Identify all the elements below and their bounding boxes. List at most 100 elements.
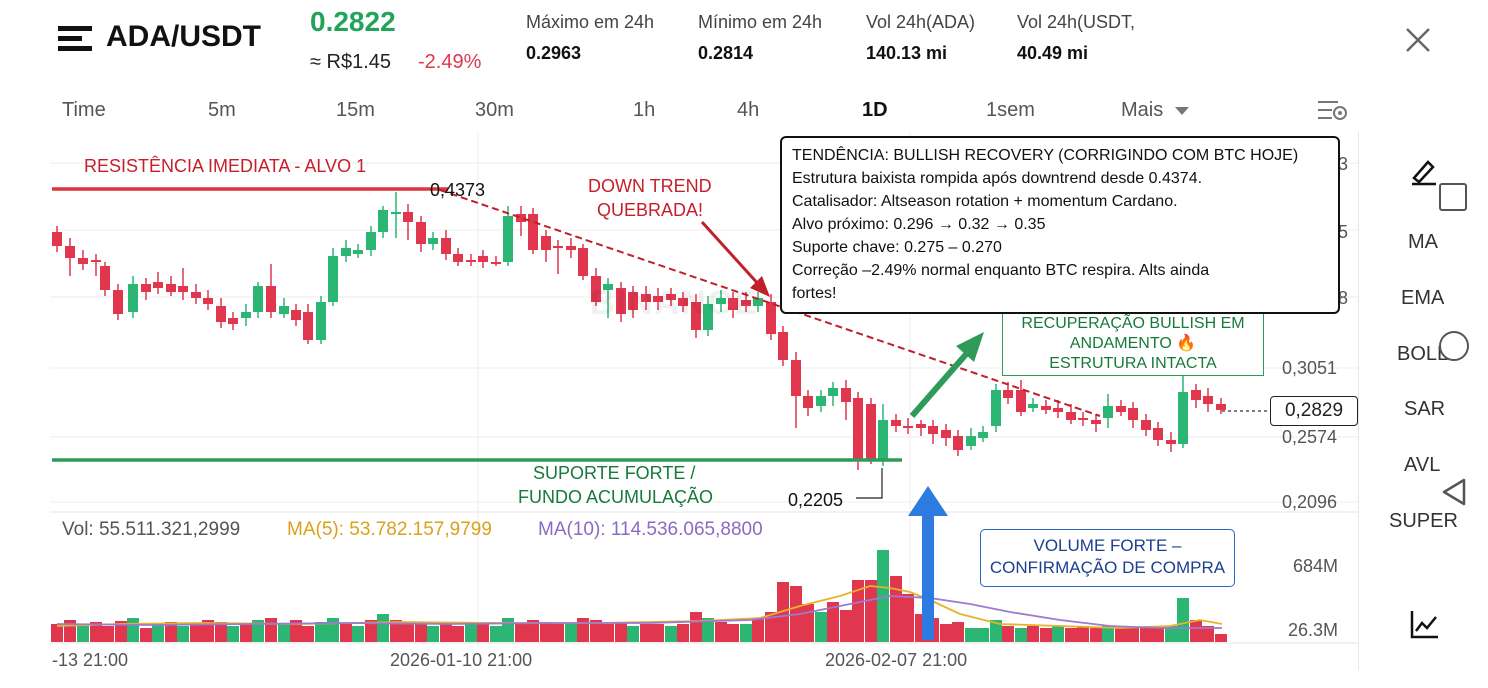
time-axis-label-3: 2026-02-07 21:00 bbox=[825, 650, 968, 670]
candle bbox=[966, 436, 976, 446]
support-label-2: FUNDO ACUMULAÇÃO bbox=[518, 487, 714, 507]
volume-bar bbox=[302, 626, 314, 642]
volume-bar bbox=[90, 622, 102, 642]
volume-bar bbox=[877, 550, 889, 642]
volume-bar bbox=[527, 620, 539, 642]
volume-bar bbox=[1165, 626, 1177, 642]
volume-bar bbox=[240, 624, 252, 642]
candle bbox=[378, 210, 388, 232]
tab-15m[interactable]: 15m bbox=[336, 99, 375, 121]
candle bbox=[903, 426, 913, 428]
volume-bar bbox=[577, 618, 589, 642]
volume-bar bbox=[340, 624, 352, 642]
last-price: 0.2822 bbox=[310, 6, 396, 37]
volume-bar bbox=[615, 622, 627, 642]
candle bbox=[791, 360, 801, 396]
close-icon[interactable] bbox=[1404, 26, 1432, 54]
tab-time[interactable]: Time bbox=[62, 99, 106, 121]
tab-1h[interactable]: 1h bbox=[633, 99, 656, 121]
low-value-label: 0,2205 bbox=[788, 490, 844, 510]
candle bbox=[191, 292, 201, 298]
volume-bar bbox=[115, 621, 127, 642]
toolbar-avl[interactable]: AVL bbox=[1404, 454, 1441, 476]
ma5-indicator: MA(5): 53.782.157,9799 bbox=[287, 519, 492, 540]
price-axis-label-2: 0,2574 bbox=[1282, 427, 1338, 447]
volume-bar bbox=[1015, 628, 1027, 642]
candle bbox=[65, 246, 75, 258]
tab-mais[interactable]: Mais bbox=[1121, 99, 1189, 122]
candle bbox=[1091, 420, 1101, 424]
candle bbox=[453, 254, 463, 262]
tab-1d[interactable]: 1D bbox=[862, 99, 888, 121]
candle bbox=[803, 396, 813, 408]
candle bbox=[691, 302, 701, 330]
tab-4h[interactable]: 4h bbox=[737, 99, 760, 121]
candle bbox=[391, 212, 401, 214]
circle-icon[interactable] bbox=[1439, 331, 1469, 361]
volume-bar bbox=[265, 618, 277, 642]
price-change: -2.49% bbox=[418, 51, 482, 73]
toolbar-super[interactable]: SUPER bbox=[1389, 510, 1458, 532]
recovery-line-2: ANDAMENTO 🔥 bbox=[1069, 335, 1197, 352]
tab-5m[interactable]: 5m bbox=[208, 99, 236, 121]
volume-bar bbox=[177, 626, 189, 642]
volume-bar bbox=[652, 624, 664, 642]
volume-bar bbox=[702, 618, 714, 642]
volume-bar bbox=[202, 620, 214, 642]
toolbar-ma[interactable]: MA bbox=[1408, 231, 1438, 253]
candle bbox=[1016, 390, 1026, 412]
candle bbox=[1053, 408, 1063, 412]
candle bbox=[178, 286, 188, 292]
volume-bar bbox=[427, 626, 439, 642]
toolbar-boll[interactable]: BOLL bbox=[1397, 343, 1449, 365]
stat-vol-ada-label: Vol 24h(ADA) bbox=[866, 12, 976, 32]
candle bbox=[203, 298, 213, 304]
menu-icon[interactable] bbox=[58, 24, 92, 54]
volume-bar bbox=[252, 620, 264, 642]
candle bbox=[953, 436, 963, 450]
volume-bar bbox=[540, 622, 552, 642]
downtrend-arrow bbox=[700, 220, 762, 288]
volume-bar bbox=[227, 626, 239, 642]
chart-type-icon[interactable] bbox=[1408, 607, 1442, 641]
candle bbox=[503, 216, 513, 262]
callout-line-4: Alvo próximo: 0.296 → 0.32 → 0.35 bbox=[792, 216, 1046, 233]
volume-bar bbox=[452, 626, 464, 642]
volume-bar bbox=[627, 626, 639, 642]
candle bbox=[366, 232, 376, 250]
chart-settings-icon[interactable] bbox=[1316, 98, 1348, 124]
candle bbox=[491, 262, 501, 264]
candle bbox=[466, 260, 476, 262]
volume-bar bbox=[802, 604, 814, 642]
tab-1sem[interactable]: 1sem bbox=[986, 99, 1035, 121]
support-label-1: SUPORTE FORTE / bbox=[533, 463, 696, 483]
triangle-back-icon[interactable] bbox=[1440, 477, 1468, 507]
volume-bar bbox=[677, 624, 689, 642]
toolbar-sar[interactable]: SAR bbox=[1404, 398, 1446, 420]
volume-bar bbox=[752, 618, 764, 642]
candle bbox=[916, 424, 926, 428]
pencil-icon[interactable] bbox=[1408, 156, 1442, 186]
toolbar-ema[interactable]: EMA bbox=[1401, 287, 1445, 309]
recovery-arrow bbox=[909, 350, 971, 418]
volume-bar bbox=[127, 618, 139, 642]
tab-30m[interactable]: 30m bbox=[475, 99, 514, 121]
chart-area[interactable] bbox=[50, 132, 1359, 670]
volume-bar bbox=[140, 628, 152, 642]
candle bbox=[553, 246, 563, 248]
candle bbox=[666, 294, 676, 300]
candle bbox=[1141, 420, 1151, 430]
price-axis-label-1: 0,3051 bbox=[1282, 358, 1338, 378]
volume-bar bbox=[377, 614, 389, 642]
candle bbox=[52, 232, 62, 246]
time-axis-label-1: -13 21:00 bbox=[52, 650, 129, 670]
price-axis-label-3: 0,2096 bbox=[1282, 492, 1338, 512]
recovery-line-3: ESTRUTURA INTACTA bbox=[1049, 355, 1217, 372]
pair-title[interactable]: ADA/USDT bbox=[106, 20, 261, 53]
square-icon[interactable] bbox=[1439, 183, 1467, 211]
volume-bar bbox=[727, 624, 739, 642]
candle bbox=[1103, 406, 1113, 418]
candle bbox=[716, 298, 726, 304]
callout-line-1: TENDÊNCIA: BULLISH RECOVERY (CORRIGINDO … bbox=[792, 147, 1299, 164]
candle bbox=[641, 294, 651, 302]
